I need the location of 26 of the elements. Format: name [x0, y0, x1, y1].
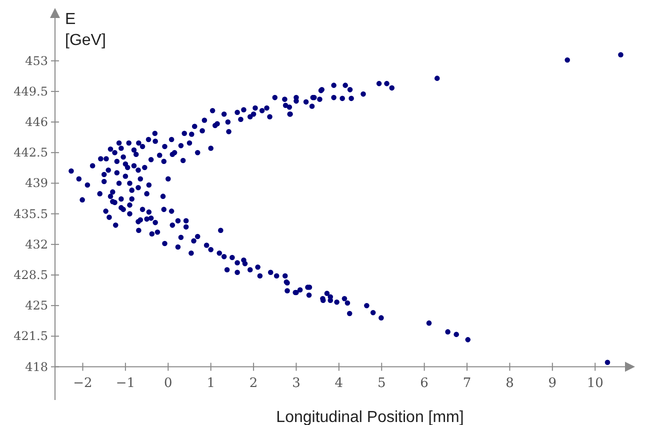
y-tick-label: 432 [25, 237, 48, 252]
x-tick-label: 8 [506, 376, 514, 391]
x-tick-label: 3 [292, 376, 300, 391]
y-tick-label: 421.5 [14, 329, 48, 344]
y-tick-label: 446 [25, 115, 48, 130]
y-tick-label: 439 [25, 176, 48, 190]
x-tick-label: 7 [462, 376, 472, 391]
x-tick-label: 0 [164, 376, 172, 391]
y-tick-label: 442.5 [14, 146, 48, 160]
x-tick-label: −1 [116, 376, 136, 391]
y-tick-label: 453 [25, 54, 48, 68]
x-tick-label: 10 [586, 376, 604, 391]
x-tick-label: 1 [206, 376, 215, 391]
y-tick-label: 449.5 [14, 84, 48, 98]
x-tick-label: 2 [249, 376, 258, 391]
y-tick-label: 425 [25, 298, 48, 313]
y-tick-label: 428.5 [14, 268, 48, 282]
x-tick-label: 4 [334, 376, 344, 391]
y-tick-label: 435.5 [14, 206, 48, 221]
x-tick-label: −2 [73, 376, 92, 391]
x-tick-label: 6 [420, 376, 428, 391]
x-axis-title: Longitudinal Position [mm] [276, 409, 464, 425]
x-tick-label: 5 [377, 376, 386, 391]
y-axis-title: E [GeV] [65, 11, 106, 49]
y-tick-label: 418 [25, 360, 48, 374]
x-tick-label: 9 [548, 376, 557, 391]
